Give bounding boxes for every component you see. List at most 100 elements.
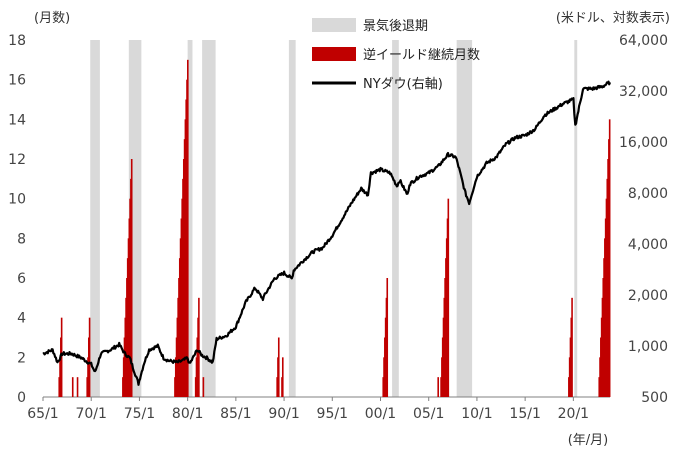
inversion-bar — [384, 317, 387, 397]
legend-swatch-inversion — [312, 47, 356, 61]
inversion-bar — [570, 317, 573, 397]
legend-label-inversion: 逆イールド継続月数 — [363, 47, 480, 63]
x-tick-label: 05/1 — [413, 406, 444, 422]
left-tick-label: 4 — [17, 311, 26, 327]
legend-label-recession: 景気後退期 — [363, 18, 428, 34]
inversion-bar — [194, 377, 197, 397]
inversion-bar — [606, 178, 609, 397]
left-tick-label: 2 — [17, 350, 26, 366]
x-axis-unit: (年/月) — [568, 433, 609, 448]
right-tick-label: 8,000 — [628, 186, 668, 202]
inversion-bar — [125, 297, 127, 397]
inversion-bar — [178, 258, 181, 397]
inversion-bar — [181, 198, 183, 397]
dow-line — [42, 80, 612, 386]
inversion-bar — [598, 377, 601, 397]
inversion-bar — [447, 198, 450, 397]
tick-labels: 0 2 4 6 8 10 12 14 16 18 500 1,000 2,000 4,000 8,000 16… — [8, 33, 668, 422]
inversion-bar — [87, 357, 89, 397]
inversion-bar — [59, 357, 61, 397]
legend-swatch-recession — [312, 18, 356, 32]
inversion-bar — [174, 377, 176, 397]
legend: 景気後退期 逆イールド継続月数 NYダウ(右軸) — [312, 18, 480, 92]
inversion-bar — [180, 218, 183, 397]
inversion-bar — [569, 337, 572, 397]
inversion-bar — [281, 357, 284, 397]
inversion-bar — [195, 357, 198, 397]
inversion-bar — [604, 218, 607, 397]
inversion-bar — [281, 377, 283, 397]
inversion-bar — [607, 159, 609, 397]
legend-label-dow: NYダウ(右軸) — [363, 77, 443, 92]
inversion-bar — [445, 258, 447, 397]
inversion-bar — [277, 357, 279, 397]
inversion-bar — [443, 297, 446, 397]
inversion-bar — [441, 357, 443, 397]
inversion-bar — [182, 159, 185, 397]
recession-band — [90, 40, 100, 397]
inversion-bar — [127, 238, 130, 397]
inversion-bar — [444, 278, 446, 397]
inversion-bar — [130, 178, 132, 397]
left-tick-label: 0 — [17, 390, 26, 406]
x-tick-label: 15/1 — [509, 406, 540, 422]
inversion-bar — [126, 278, 128, 397]
inversion-bar — [130, 159, 133, 397]
inversion-bar — [197, 317, 199, 397]
x-tick-label: 80/1 — [172, 406, 203, 422]
left-tick-label: 8 — [17, 231, 26, 247]
inversion-bar — [124, 317, 127, 397]
right-tick-label: 1,000 — [628, 339, 668, 355]
inversion-bar — [129, 198, 131, 397]
x-tick-label: 75/1 — [124, 406, 155, 422]
inversion-bar — [386, 278, 389, 397]
inversion-bar — [88, 317, 91, 397]
inversion-bar — [277, 337, 280, 397]
left-tick-label: 12 — [8, 152, 26, 168]
inversion-bar — [442, 317, 445, 397]
recession-band — [187, 40, 193, 397]
recession-band — [392, 40, 399, 397]
inversion-bar — [71, 377, 74, 397]
inversion-bar — [384, 337, 386, 397]
left-tick-label: 10 — [8, 192, 26, 208]
inversion-bar — [175, 337, 178, 397]
recession-band — [574, 40, 578, 397]
inversion-bar — [383, 357, 385, 397]
inversion-bar — [603, 258, 605, 397]
inversion-bar — [178, 278, 180, 397]
inversion-bar — [608, 119, 611, 397]
x-tick-label: 85/1 — [220, 406, 251, 422]
inversion-bar — [58, 377, 61, 397]
inversion-bar — [604, 238, 606, 397]
inversion-bar — [176, 317, 179, 397]
inversion-bars — [58, 59, 611, 398]
inversion-bar — [445, 238, 448, 397]
inversion-bar — [60, 337, 62, 397]
inversion-bar — [179, 238, 182, 397]
inversion-bar — [184, 119, 187, 397]
right-axis-unit: (米ドル、対数表示) — [556, 11, 670, 26]
inversion-bar — [86, 377, 88, 397]
inversion-bar — [440, 377, 442, 397]
recession-band — [202, 40, 216, 397]
inversion-bar — [568, 377, 570, 397]
inversion-bar — [602, 278, 605, 397]
inversion-bar — [600, 337, 602, 397]
inversion-bar — [182, 178, 184, 397]
recession-band — [456, 40, 473, 397]
inversion-bar — [122, 357, 125, 397]
x-tick-label: 00/1 — [365, 406, 396, 422]
inversion-bar — [568, 357, 571, 397]
right-tick-label: 2,000 — [628, 288, 668, 304]
right-tick-label: 32,000 — [619, 84, 668, 100]
inversion-bar — [441, 337, 444, 397]
left-axis-unit: (月数) — [34, 11, 70, 26]
recession-band — [288, 40, 296, 397]
inversion-bar — [126, 258, 129, 397]
inversion-bar — [601, 297, 604, 397]
x-tick-label: 10/1 — [461, 406, 492, 422]
inversion-bar — [600, 317, 603, 397]
left-tick-label: 6 — [17, 271, 26, 287]
